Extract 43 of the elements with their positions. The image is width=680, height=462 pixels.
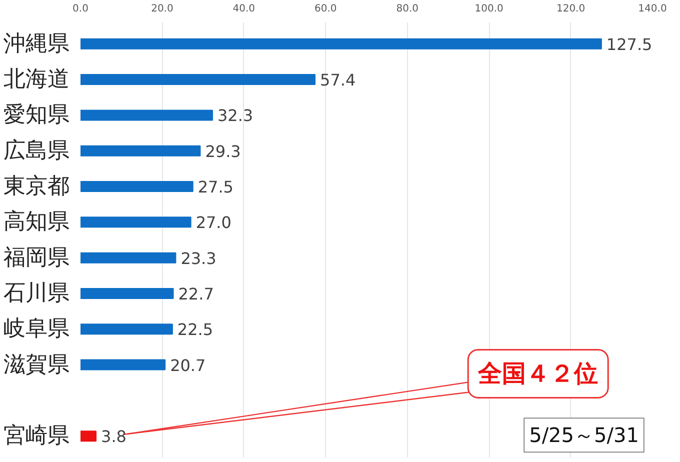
- bar: [80, 359, 166, 370]
- bar: [80, 110, 213, 121]
- data-label: 27.5: [198, 178, 234, 197]
- bar: [80, 181, 194, 192]
- x-tick-label: 20.0: [151, 4, 174, 14]
- y-tick-label: 広島県: [4, 138, 70, 164]
- data-label: 27.0: [196, 213, 232, 232]
- y-tick-label: 高知県: [4, 210, 70, 235]
- data-label: 57.4: [320, 70, 356, 90]
- y-tick-label: 宮崎県: [4, 424, 70, 449]
- y-tick-label: 愛知県: [4, 102, 70, 128]
- annotation: 全国４２位: [477, 360, 598, 388]
- x-tick-label: 60.0: [314, 4, 337, 14]
- bar: [80, 324, 173, 335]
- data-label: 29.3: [205, 142, 241, 161]
- y-tick-label: 石川県: [4, 280, 70, 306]
- bar: [80, 252, 176, 264]
- x-tick-label: 140.0: [638, 4, 667, 14]
- bar: [80, 430, 97, 442]
- y-tick-label: 岐阜県: [4, 316, 70, 342]
- y-tick-label: 滋賀県: [4, 352, 70, 378]
- bar: [80, 288, 174, 299]
- y-tick-label: 北海道: [4, 67, 70, 92]
- y-tick-label: 沖縄県: [4, 31, 70, 56]
- x-tick-label: 0.0: [72, 4, 88, 14]
- data-label: 127.5: [606, 34, 652, 54]
- bar: [80, 145, 201, 156]
- data-label: 32.3: [217, 106, 254, 126]
- data-label: 3.8: [101, 427, 126, 446]
- y-tick-label: 東京都: [4, 174, 70, 200]
- x-tick-label: 80.0: [396, 4, 418, 14]
- x-tick-label: 100.0: [474, 4, 504, 14]
- bar: [80, 216, 192, 228]
- data-label: 20.7: [170, 356, 206, 375]
- data-label: 23.3: [180, 248, 216, 268]
- x-tick-label: 120.0: [556, 4, 586, 14]
- data-label: 22.5: [177, 320, 214, 340]
- x-tick-label: 40.0: [232, 4, 256, 14]
- y-tick-label: 福岡県: [4, 245, 70, 270]
- data-label: 22.7: [178, 284, 214, 304]
- annotation: 5/25～5/31: [529, 423, 639, 448]
- bar: [80, 38, 602, 50]
- bar: [80, 74, 316, 86]
